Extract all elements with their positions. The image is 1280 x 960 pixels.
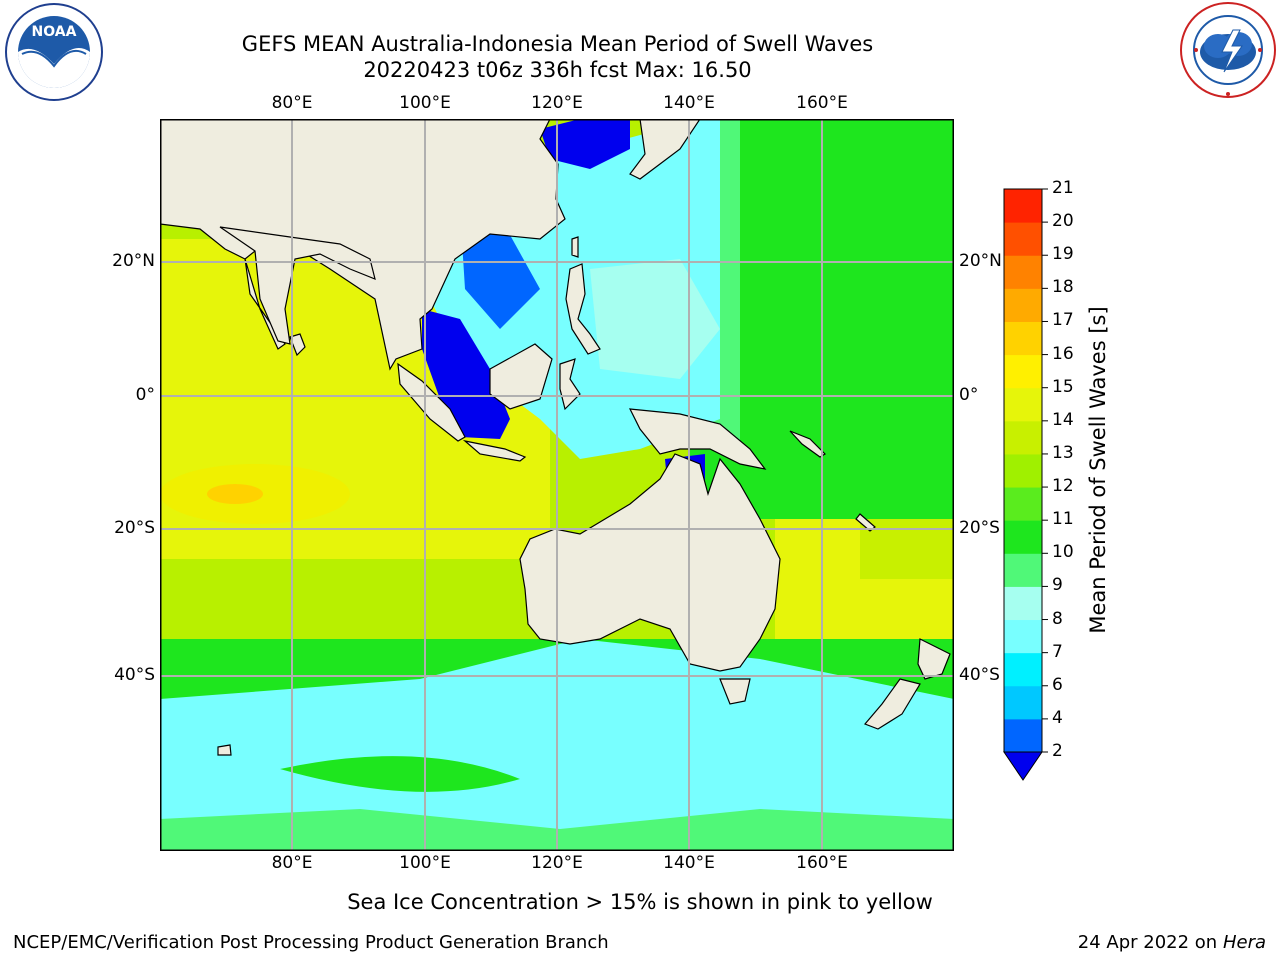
colorbar-tick-label: 15 [1052, 376, 1074, 397]
graticule [160, 119, 954, 851]
lon-tick-bottom-160e: 160°E [796, 853, 848, 873]
sumatra-land [397, 362, 466, 442]
australia-land [519, 453, 781, 672]
asia-land [160, 119, 566, 371]
map-frame [160, 119, 954, 851]
lon-tick-bottom-120e: 120°E [531, 853, 583, 873]
colorbar-segment [1004, 222, 1042, 256]
colorbar-tick-label: 7 [1052, 641, 1063, 662]
colorbar-extend-min [1003, 751, 1043, 781]
colorbar-segment [1004, 288, 1042, 322]
colorbar [1003, 188, 1048, 781]
map-title: GEFS MEAN Australia-Indonesia Mean Perio… [241, 32, 874, 56]
colorbar-label: Mean Period of Swell Waves [s] [1086, 306, 1110, 634]
east-china-sea-swell [540, 119, 630, 169]
lon-tick-bottom-80e: 80°E [271, 853, 313, 873]
colorbar-segment [1004, 685, 1042, 720]
colorbar-segment [1004, 420, 1042, 455]
lon-tick-top-100e: 100°E [399, 93, 451, 113]
colorbar-segment [1004, 619, 1042, 654]
philippines-land [565, 263, 601, 355]
colorbar-segment [1004, 321, 1042, 356]
colorbar-tick-label: 16 [1052, 343, 1074, 364]
colorbar-tick-label: 4 [1052, 707, 1063, 728]
lat-tick-right-20n: 20°N [959, 251, 1002, 271]
southern-ocean-patch [280, 756, 520, 792]
noaa-logo: NOAA [5, 3, 103, 101]
colorbar-segment [1004, 520, 1042, 554]
lon-tick-top-80e: 80°E [271, 93, 313, 113]
colorbar-segment [1004, 586, 1042, 621]
colorbar-tick-label: 9 [1052, 575, 1063, 596]
footer-date: 24 Apr 2022 on Hera [1078, 932, 1266, 953]
lat-tick-left-20n: 20°N [112, 251, 155, 271]
footer-date-text: 24 Apr 2022 on [1077, 932, 1223, 953]
colorbar-tick-label: 13 [1052, 442, 1074, 463]
lat-tick-right-0: 0° [959, 385, 979, 405]
nws-logo [1180, 2, 1276, 98]
tasmania-land [719, 678, 751, 705]
taiwan-land [571, 236, 579, 258]
colorbar-tick-label: 10 [1052, 542, 1074, 563]
colorbar-ticks [1042, 188, 1048, 753]
borneo-land [489, 343, 553, 410]
colorbar-segments [1003, 188, 1043, 753]
lon-tick-top-120e: 120°E [531, 93, 583, 113]
colorbar-segment [1004, 453, 1042, 488]
colorbar-tick-label: 12 [1052, 476, 1074, 497]
japan-land [629, 119, 701, 180]
colorbar-tick-label: 17 [1052, 310, 1074, 331]
colorbar-segment [1004, 255, 1042, 289]
lat-tick-right-40s: 40°S [959, 665, 1000, 685]
colorbar-segment [1004, 189, 1042, 223]
lon-tick-bottom-100e: 100°E [399, 853, 451, 873]
lat-tick-left-20s: 20°S [114, 518, 155, 538]
lon-tick-top-140e: 140°E [663, 93, 715, 113]
java-land [462, 439, 527, 462]
philippine-sea-swell [590, 259, 720, 379]
sri-lanka-land [289, 333, 306, 357]
lat-tick-left-40s: 40°S [114, 665, 155, 685]
colorbar-tick-label: 19 [1052, 244, 1074, 265]
noaa-logo-text: NOAA [32, 24, 77, 40]
sea-ice-note: Sea Ice Concentration > 15% is shown in … [347, 890, 933, 914]
colorbar-tick-label: 6 [1052, 674, 1063, 695]
colorbar-tick-label: 18 [1052, 277, 1074, 298]
colorbar-tick-label: 20 [1052, 211, 1074, 232]
colorbar-segment [1004, 354, 1042, 389]
indian-ocean-peak [207, 484, 263, 504]
colorbar-segment [1004, 387, 1042, 422]
land-masses [160, 119, 951, 756]
colorbar-segment [1004, 553, 1042, 587]
footer-machine: Hera [1222, 932, 1266, 953]
india-land [219, 226, 376, 345]
map-panel [160, 119, 954, 851]
colorbar-tick-label: 8 [1052, 608, 1063, 629]
footer-producer: NCEP/EMC/Verification Post Processing Pr… [13, 932, 609, 953]
colorbar-tick-label: 21 [1052, 178, 1074, 198]
lon-tick-bottom-140e: 140°E [663, 853, 715, 873]
colorbar-segment [1004, 718, 1042, 753]
lat-tick-left-0: 0° [135, 385, 155, 405]
colorbar-segment [1004, 487, 1042, 521]
colorbar-tick-label: 2 [1052, 741, 1063, 761]
colorbar-segment [1004, 652, 1042, 687]
colorbar-tick-label: 14 [1052, 409, 1074, 430]
lon-tick-top-160e: 160°E [796, 93, 848, 113]
lat-tick-right-20s: 20°S [959, 518, 1000, 538]
new-zealand-south-land [863, 678, 921, 730]
kerguelen-land [217, 744, 232, 756]
new-guinea-land [628, 408, 767, 470]
new-caledonia-land [855, 513, 876, 532]
map-subtitle: 20220423 t06z 336h fcst Max: 16.50 [363, 58, 752, 82]
colorbar-tick-label: 11 [1052, 509, 1074, 530]
